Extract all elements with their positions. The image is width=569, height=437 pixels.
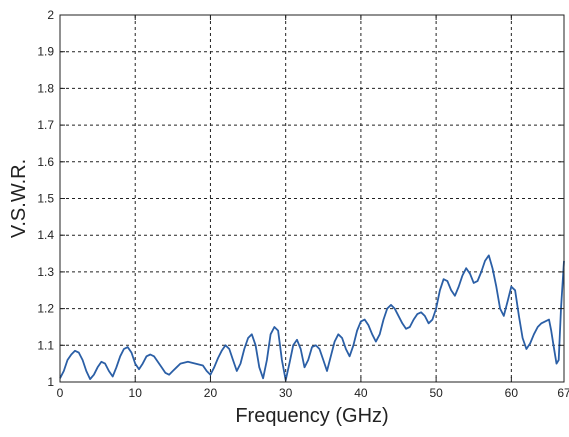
x-tick-label: 30	[279, 386, 293, 400]
x-tick-label: 60	[505, 386, 519, 400]
y-tick-labels: 1 1.1 1.2 1.3 1.4 1.5 1.6 1.7 1.8 1.9 2	[37, 8, 54, 389]
tick-marks	[59, 14, 565, 383]
x-tick-label: 0	[57, 386, 64, 400]
y-tick-label: 1.6	[37, 155, 54, 169]
grid-lines	[60, 15, 564, 382]
x-tick-label: 40	[354, 386, 368, 400]
y-tick-label: 1.2	[37, 302, 54, 316]
x-tick-label: 20	[204, 386, 218, 400]
x-tick-label: 50	[429, 386, 443, 400]
y-tick-label: 1.4	[37, 228, 54, 242]
x-tick-label: 10	[129, 386, 143, 400]
x-tick-labels: 0 10 20 30 40 50 60 67	[57, 386, 569, 400]
series-layer	[59, 254, 565, 382]
y-tick-label: 1.5	[37, 192, 54, 206]
series-line	[59, 254, 565, 382]
y-tick-label: 1.9	[37, 45, 54, 59]
y-tick-label: 2	[47, 8, 54, 22]
y-tick-label: 1.8	[37, 81, 54, 95]
x-axis-title: Frequency (GHz)	[235, 405, 388, 427]
y-tick-label: 1	[47, 375, 54, 389]
y-tick-label: 1.3	[37, 265, 54, 279]
x-tick-label: 67	[557, 386, 569, 400]
y-tick-label: 1.1	[37, 338, 54, 352]
y-axis-title: V.S.W.R.	[8, 159, 30, 238]
y-tick-label: 1.7	[37, 118, 54, 132]
